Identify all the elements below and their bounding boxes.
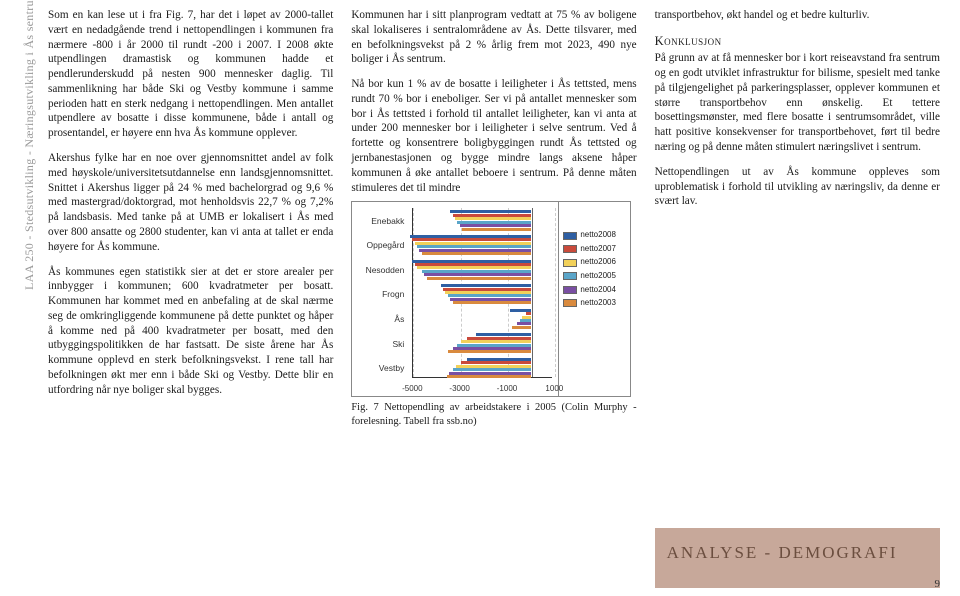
chart-bar (462, 228, 531, 231)
analysis-label: ANALYSE - DEMOGRAFI (667, 543, 898, 562)
chart-bar (422, 252, 531, 255)
legend-label: netto2007 (580, 244, 616, 255)
legend-label: netto2003 (580, 298, 616, 309)
chart-container: -5000 -3000 -1000 1000 Enebakk Oppegård Nesodd… (351, 201, 636, 428)
chart-xtick: -5000 (402, 384, 422, 395)
legend-swatch (563, 245, 577, 253)
chart-xtick: -3000 (449, 384, 469, 395)
legend-label: netto2008 (580, 230, 616, 241)
chart-bar (427, 277, 531, 280)
chart-xtick: 1000 (545, 384, 563, 395)
chart-legend: netto2008 netto2007 netto2006 netto2005 nett… (558, 202, 630, 396)
nettopendling-chart: -5000 -3000 -1000 1000 Enebakk Oppegård Nesodd… (351, 201, 631, 397)
konklusjon-heading: Konklusjon (655, 33, 940, 50)
chart-bar (448, 350, 531, 353)
chart-ylabel: Nesodden (352, 265, 408, 276)
legend-label: netto2006 (580, 257, 616, 268)
chart-ylabel: Vestby (352, 363, 408, 374)
analysis-box: ANALYSE - DEMOGRAFI (655, 528, 940, 588)
chart-ylabel: Frogn (352, 289, 408, 300)
page-number: 9 (935, 578, 941, 590)
col1-para3: Ås kommunes egen statistikk sier at det … (48, 265, 333, 398)
legend-swatch (563, 272, 577, 280)
chart-bar (512, 326, 530, 329)
col1-para2: Akershus fylke har en noe over gjennomsn… (48, 151, 333, 254)
column-3: transportbehov, økt handel og et bedre k… (655, 8, 940, 588)
col3-para1: transportbehov, økt handel og et bedre k… (655, 8, 940, 23)
chart-ylabel: Ski (352, 339, 408, 350)
col1-para1: Som en kan lese ut i fra Fig. 7, har det… (48, 8, 333, 141)
legend-swatch (563, 259, 577, 267)
legend-item: netto2006 (563, 257, 626, 268)
column-1: Som en kan lese ut i fra Fig. 7, har det… (48, 8, 333, 588)
chart-caption: Fig. 7 Nettopendling av arbeidstakere i … (351, 401, 636, 428)
chart-bar (447, 375, 531, 378)
legend-swatch (563, 299, 577, 307)
legend-item: netto2005 (563, 271, 626, 282)
vertical-page-label: LAA 250 - Stedsutvikling - Næringsutvikl… (22, 0, 37, 290)
chart-ylabel: Oppegård (352, 240, 408, 251)
legend-item: netto2003 (563, 298, 626, 309)
col3-para3: Nettopendlingen ut av Ås kommune oppleve… (655, 165, 940, 209)
legend-label: netto2005 (580, 271, 616, 282)
col2-para2: Nå bor kun 1 % av de bosatte i leilighet… (351, 77, 636, 195)
chart-bar (453, 301, 531, 304)
legend-item: netto2008 (563, 230, 626, 241)
col3-para2: På grunn av at få mennesker bor i kort r… (655, 51, 940, 154)
legend-swatch (563, 232, 577, 240)
chart-ylabel: Enebakk (352, 216, 408, 227)
legend-item: netto2004 (563, 285, 626, 296)
legend-item: netto2007 (563, 244, 626, 255)
column-2: Kommunen har i sitt planprogram vedtatt … (351, 8, 636, 588)
legend-label: netto2004 (580, 285, 616, 296)
text-columns: Som en kan lese ut i fra Fig. 7, har det… (48, 8, 940, 588)
chart-xtick: -1000 (497, 384, 517, 395)
chart-ylabel: Ås (352, 314, 408, 325)
col2-para1: Kommunen har i sitt planprogram vedtatt … (351, 8, 636, 67)
legend-swatch (563, 286, 577, 294)
